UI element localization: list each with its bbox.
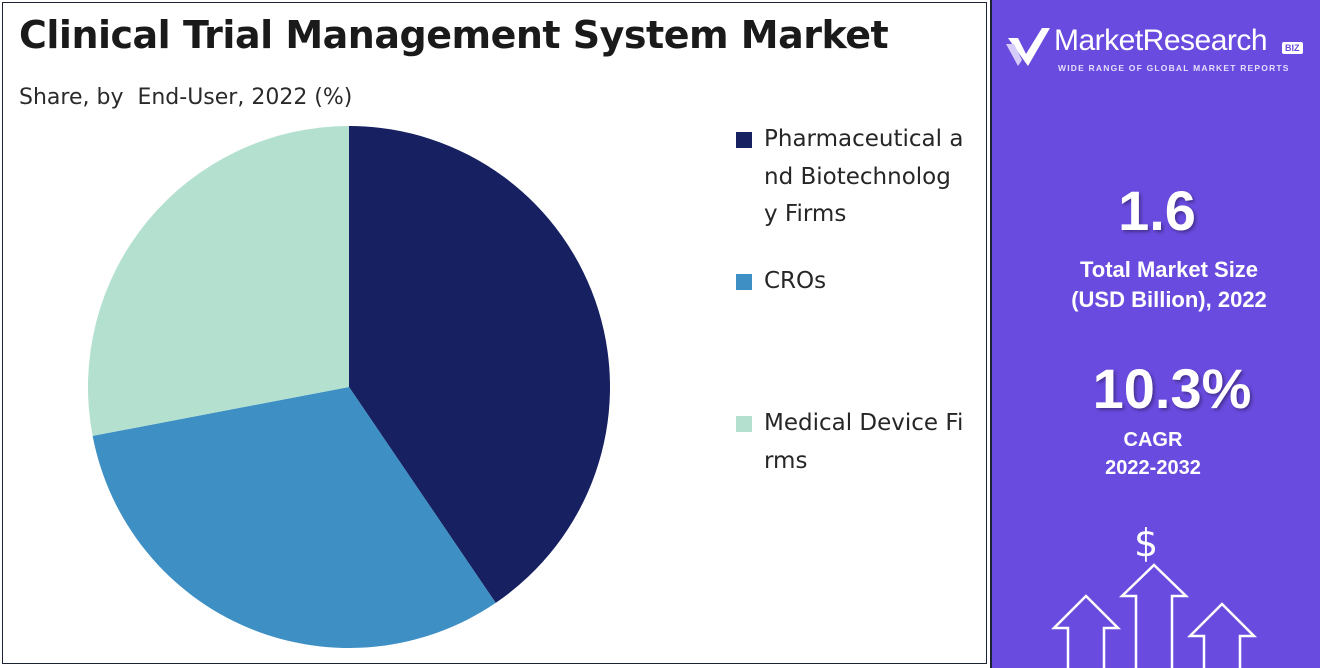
pie-slice-pharma-biotech (349, 126, 610, 603)
chart-panel: Clinical Trial Management System Market … (2, 2, 987, 664)
cagr-period: 2022-2032 (1105, 457, 1201, 479)
legend-label-medical-device: Medical Device Firms (764, 410, 964, 474)
pie-slice-cros (92, 387, 496, 649)
cagr-label: CAGR (1123, 429, 1183, 451)
legend-label-cros: CROs (764, 268, 827, 294)
legend-swatch-cros (736, 274, 752, 290)
summary-sidebar: MarketResearch BIZ WIDE RANGE OF GLOBAL … (990, 0, 1320, 668)
chart-subtitle: Share, by End-User, 2022 (%) (19, 85, 353, 110)
brand-check-logo-icon (1006, 28, 1050, 66)
market-size-label-line1: Total Market Size (1079, 257, 1259, 282)
legend-swatch-pharma-biotech (736, 132, 752, 148)
chart-title: Clinical Trial Management System Market (19, 13, 889, 57)
dollar-icon: $ (1134, 521, 1159, 565)
cagr-value: 10.3% (1092, 357, 1252, 420)
brand-name: MarketResearch (1054, 24, 1268, 57)
pie-slice-medical-device (87, 126, 349, 436)
legend-label-pharma-biotech: Pharmaceutical and Biotechnology Firms (764, 126, 964, 227)
brand-tagline: WIDE RANGE OF GLOBAL MARKET REPORTS (1058, 63, 1290, 73)
pie-chart (87, 126, 610, 649)
market-size-value: 1.6 (1118, 179, 1196, 242)
market-size-label-line2: (USD Billion), 2022 (1071, 287, 1267, 312)
brand-badge: BIZ (1282, 42, 1303, 54)
legend-swatch-medical-device (736, 416, 752, 432)
growth-arrows-icon (1050, 563, 1258, 668)
